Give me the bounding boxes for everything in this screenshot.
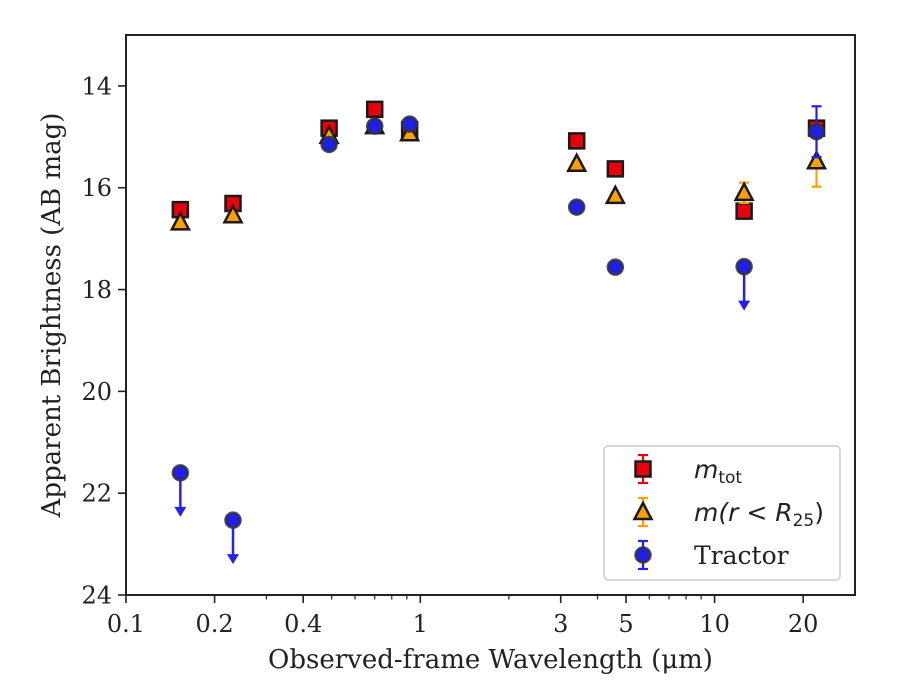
series-tractor (171, 105, 826, 565)
plot-frame (125, 34, 856, 596)
legend-entry-series-m-r25: m(r < R25) (632, 496, 824, 531)
x-axis-ticks: 0.1 0.2 0.4 1 3 5 10 20 (107, 595, 819, 638)
series-m-r25-point-6-marker (566, 152, 588, 173)
y-tick-label-16: 16 (81, 174, 112, 202)
x-tick-label-20: 20 (788, 610, 819, 638)
x-tick-label-5: 5 (618, 610, 633, 638)
x-tick-label-0.1: 0.1 (107, 610, 145, 638)
data-marks (169, 100, 828, 565)
series-m-r25-point-1-marker (169, 210, 191, 231)
series-tractor-point-1-upper-limit-arrow-head (174, 506, 187, 517)
series-m-r25-point-8-marker (733, 181, 755, 202)
series-tractor-point-6-marker (567, 198, 586, 216)
legend-entry-series-tractor: Tractor (634, 539, 789, 571)
series-tractor-point-9-marker (807, 122, 826, 141)
series-tractor-point-8-marker (735, 257, 753, 276)
series-m-r25-point-7-marker (604, 184, 626, 205)
series-tractor-point-2-upper-limit-arrow-head (227, 554, 240, 565)
series-tractor-point-3-marker (320, 135, 338, 154)
y-axis-ticks: 14 16 18 20 22 24 (81, 72, 126, 610)
y-tick-label-18: 18 (81, 276, 112, 304)
y-tick-label-14: 14 (81, 72, 112, 100)
legend-label-series-m-r25: m(r < R25) (694, 498, 824, 531)
x-tick-label-3: 3 (553, 610, 568, 638)
x-tick-label-10: 10 (699, 610, 730, 638)
series-tractor-point-5-marker (400, 115, 419, 133)
series-m-r25-point-2-marker (222, 203, 244, 224)
x-tick-label-0.2: 0.2 (196, 610, 234, 638)
x-tick-label-1: 1 (413, 610, 428, 638)
series-tractor-point-8-upper-limit-arrow-head (738, 300, 751, 311)
y-tick-label-20: 20 (81, 378, 112, 406)
y-tick-label-22: 22 (81, 480, 112, 508)
legend-entry-series-mtot: mtot (634, 453, 742, 488)
series-tractor-point-2-marker (224, 511, 242, 529)
series-mtot-point-7-marker (606, 160, 625, 178)
x-axis-label: Observed-frame Wavelength (μm) (268, 645, 713, 675)
x-tick-label-0.4: 0.4 (284, 610, 322, 638)
legend: mtot m(r < R25) Tractor (603, 445, 841, 581)
legend-marker-series-m-r25 (632, 500, 654, 521)
legend-label-series-tractor: Tractor (694, 541, 789, 570)
y-axis-label: Apparent Brightness (AB mag) (37, 113, 67, 519)
legend-label-series-mtot: mtot (694, 455, 742, 488)
series-m-r25-point-9-marker (805, 149, 828, 170)
legend-marker-series-mtot (634, 460, 652, 478)
y-tick-label-24: 24 (81, 582, 112, 610)
series-mtot-point-8-marker (735, 202, 753, 220)
series-tractor-point-1-marker (171, 464, 190, 482)
series-mtot-point-6-marker (567, 132, 586, 150)
legend-frame (603, 445, 841, 581)
series-tractor-point-7-marker (606, 258, 625, 276)
legend-marker-series-tractor (634, 546, 652, 564)
series-tractor-point-4-marker (365, 117, 384, 135)
